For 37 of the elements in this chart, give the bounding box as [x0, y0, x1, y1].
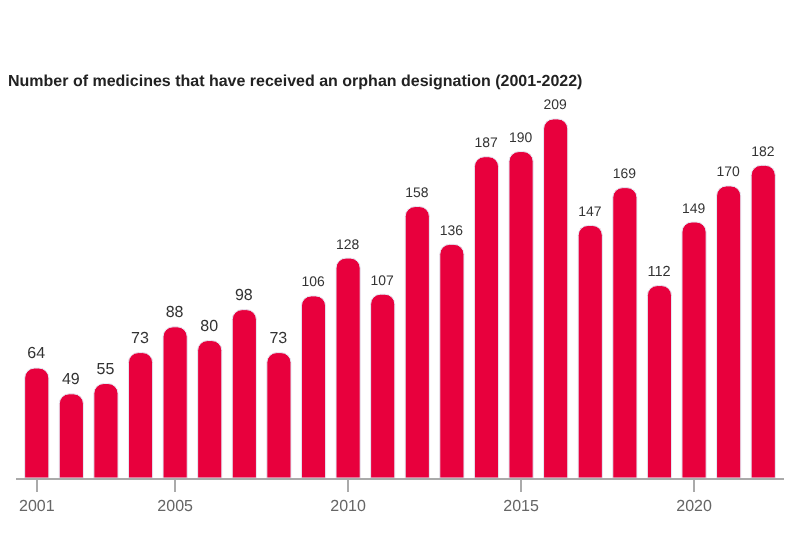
bar: [58, 393, 84, 478]
bar: [24, 367, 50, 478]
bar: [750, 164, 776, 478]
bar: [577, 224, 603, 478]
bar: [508, 151, 534, 478]
bar: [127, 352, 154, 478]
data-label: 88: [165, 302, 185, 321]
x-tick-label: 2020: [676, 497, 713, 516]
chart-title: Number of medicines that have received an orphan designation (2001-2022): [8, 71, 584, 90]
x-tick-label: 2015: [503, 497, 540, 516]
data-label: 98: [234, 285, 254, 304]
bar: [404, 206, 430, 478]
data-label: 73: [131, 328, 150, 347]
bar: [612, 187, 638, 478]
bar: [370, 293, 396, 478]
bar: [716, 185, 742, 478]
bar: [300, 295, 327, 478]
data-label: 112: [647, 261, 671, 280]
x-tick-label: 2010: [330, 497, 367, 516]
bar: [439, 243, 465, 478]
bar: [266, 352, 292, 478]
bar: [335, 257, 361, 478]
data-label: 64: [27, 344, 47, 363]
bar: [681, 221, 707, 478]
x-tick-label: 2005: [157, 497, 195, 516]
bar: [473, 156, 500, 478]
data-label: 80: [200, 316, 220, 335]
bar: [93, 383, 119, 478]
bar: [162, 326, 188, 478]
bar: [231, 309, 257, 478]
bar: [197, 340, 223, 478]
data-label: 73: [269, 328, 289, 347]
x-tick-label: 2001: [18, 497, 56, 516]
bar: [646, 285, 673, 478]
data-label: 55: [96, 359, 116, 378]
bar: [543, 118, 569, 478]
data-label: 49: [61, 369, 81, 388]
